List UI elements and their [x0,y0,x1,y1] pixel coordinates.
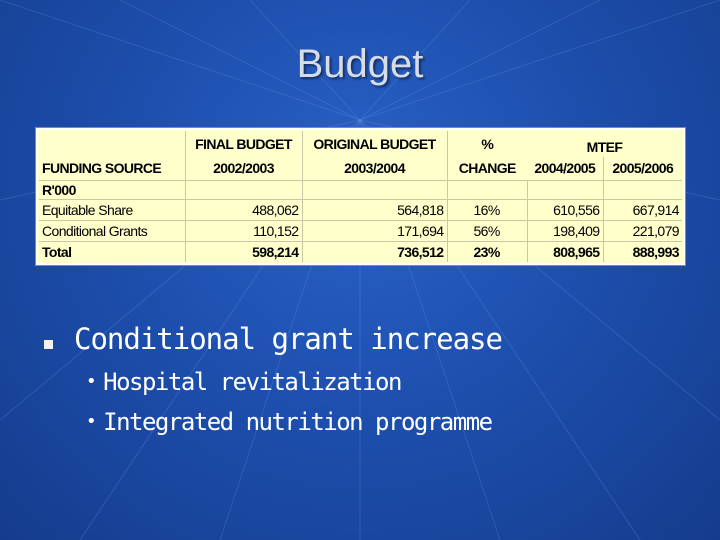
row-source: Total [42,243,72,260]
slide-title: Budget [296,42,424,86]
row-final-budget: 110,152 [184,220,302,242]
dot-bullet-icon: • [86,411,97,432]
empty-cell [184,180,302,200]
empty-cell [526,180,603,200]
empty-cell [301,180,447,200]
square-bullet-icon [44,340,53,349]
row-original-budget: 171,694 [301,220,447,242]
bullet-main: Conditional grant increase [44,322,684,362]
header-year-2002: 2002/2003 [184,157,302,181]
sub-bullet-text: Integrated nutrition programme [103,408,493,436]
row-final-budget: 488,062 [184,199,302,221]
empty-cell [446,180,527,200]
empty-cell [602,180,682,200]
row-change: 23% [446,241,527,262]
row-2005: 888,993 [602,241,682,262]
header-year-2005: 2005/2006 [602,157,682,181]
sub-bullet: • Hospital revitalization [86,368,402,396]
row-2005: 221,079 [602,220,682,242]
sub-bullet: • Integrated nutrition programme [86,408,493,436]
dot-bullet-icon: • [86,371,97,392]
row-original-budget: 736,512 [301,241,447,262]
table-unit-row: R'000 [39,180,682,200]
row-original-budget: 564,818 [301,199,447,221]
row-change: 16% [446,199,527,221]
row-2005: 667,914 [602,199,682,221]
row-source: Conditional Grants [39,220,185,242]
row-source: Equitable Share [39,199,185,221]
table-row: Equitable Share 488,062 564,818 16% 610,… [39,199,682,221]
row-change: 56% [446,220,527,242]
row-2004: 808,965 [526,241,603,262]
header-percent: % [446,131,527,157]
header-year-2003: 2003/2004 [301,157,447,181]
header-year-2004: 2004/2005 [527,157,603,181]
row-2004: 610,556 [526,199,603,221]
table-header-row-2: FUNDING SOURCE 2002/2003 2003/2004 CHANG… [39,157,682,181]
header-mtef: MTEF [586,139,623,155]
bullet-main-text: Conditional grant increase [74,322,503,356]
header-change: CHANGE [446,157,527,181]
budget-table-container: FINAL BUDGET ORIGINAL BUDGET % MTEF FUND… [35,127,686,266]
table-row: Conditional Grants 110,152 171,694 56% 1… [39,220,682,242]
header-final-budget: FINAL BUDGET [184,131,302,157]
row-2004: 198,409 [526,220,603,242]
budget-table: FINAL BUDGET ORIGINAL BUDGET % MTEF FUND… [39,131,682,262]
header-funding-source: FUNDING SOURCE [39,157,185,181]
header-cell-empty [39,131,185,157]
table-header-row-1: FINAL BUDGET ORIGINAL BUDGET % MTEF [39,131,682,157]
sub-bullet-text: Hospital revitalization [103,368,402,396]
unit-label: R'000 [39,180,185,200]
table-row-total: Total 598,214 736,512 23% 808,965 888,99… [39,241,682,262]
row-final-budget: 598,214 [184,241,302,262]
header-original-budget: ORIGINAL BUDGET [301,131,447,157]
